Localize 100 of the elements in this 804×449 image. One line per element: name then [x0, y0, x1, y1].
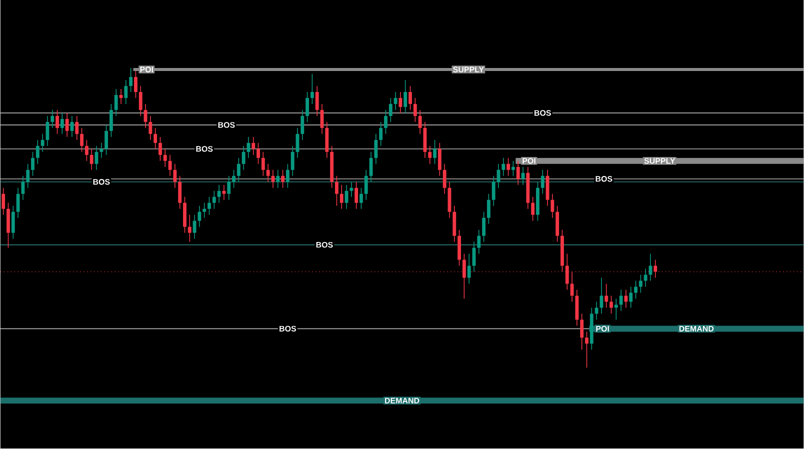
candlestick [158, 136, 162, 162]
candlestick [452, 206, 456, 242]
candlestick [26, 164, 30, 188]
candlestick [486, 194, 490, 224]
candlestick [638, 274, 642, 294]
candlestick [629, 286, 633, 308]
candlestick [354, 182, 358, 210]
candlestick [286, 164, 290, 188]
candlestick [413, 98, 417, 123]
candlestick [458, 230, 461, 266]
candlestick [610, 296, 613, 314]
candlestick [84, 140, 88, 162]
candlestick [398, 92, 402, 114]
candlestick [256, 142, 260, 165]
candlestick [11, 206, 15, 240]
candlestick [511, 160, 515, 176]
candlestick [217, 184, 221, 204]
candlestick [252, 136, 256, 156]
candlestick [129, 68, 133, 93]
candlestick [236, 158, 240, 182]
candlestick [192, 214, 196, 240]
candlestick [388, 98, 392, 123]
candlestick [654, 260, 658, 278]
candlestick [163, 148, 167, 168]
candlestick [335, 176, 338, 206]
candlestick [550, 194, 554, 218]
candlestick [266, 164, 270, 182]
candlestick [2, 188, 6, 216]
candlestick [540, 170, 544, 194]
candlestick [6, 202, 10, 248]
candlestick [394, 92, 398, 111]
candlestick [433, 140, 436, 165]
candlestick [124, 80, 128, 105]
candlestick [565, 254, 569, 290]
candlestick [506, 158, 510, 176]
candlestick [208, 196, 211, 216]
candlestick [575, 290, 579, 326]
candlestick [594, 302, 598, 320]
candlestick [600, 278, 604, 314]
candlestick [408, 86, 412, 111]
candlestick [360, 188, 363, 210]
candlestick [232, 170, 236, 188]
candlestick [467, 254, 471, 284]
candlestick [183, 196, 186, 234]
candlestick [634, 280, 638, 300]
candlestick [138, 86, 142, 117]
candlestick [40, 134, 44, 153]
candlestick [188, 214, 192, 242]
candlestick [202, 202, 206, 218]
candlestick [350, 182, 354, 198]
candlestick [619, 290, 623, 312]
candlestick [340, 184, 344, 210]
candlestick [56, 110, 59, 135]
candlestick [438, 142, 442, 176]
candlestick [90, 148, 94, 171]
candlestick [276, 170, 280, 188]
candlestick [100, 142, 104, 159]
candlestick [492, 176, 496, 206]
candlestick [290, 146, 294, 176]
candlestick [624, 290, 628, 308]
candlestick [281, 170, 285, 188]
candlestick [198, 206, 202, 228]
candlestick [178, 176, 182, 210]
candlestick [80, 128, 84, 153]
candlestick [482, 212, 486, 242]
candlestick [50, 110, 54, 129]
candlestick [109, 104, 113, 138]
candlestick [261, 152, 265, 176]
candlestick [384, 110, 388, 135]
candlestick [154, 128, 158, 150]
candlestick [374, 134, 378, 165]
candlestick [134, 70, 138, 99]
candlestick [148, 116, 152, 141]
candlestick [462, 254, 466, 300]
candlestick [585, 332, 588, 368]
candlestick [300, 110, 304, 141]
candlestick [227, 176, 231, 200]
candlestick [477, 230, 481, 254]
candlestick [104, 124, 108, 156]
candlestick [310, 74, 314, 105]
candlestick [114, 88, 118, 117]
candlestick [222, 184, 226, 200]
candlestick [580, 314, 584, 350]
candlestick [21, 176, 25, 200]
candlestick [516, 160, 520, 186]
candlestick [418, 110, 422, 135]
candlestick [173, 164, 177, 188]
candlestick [604, 284, 608, 308]
candlestick [65, 112, 69, 138]
candlestick [556, 206, 560, 242]
candlestick [242, 146, 246, 171]
candlestick [60, 112, 64, 135]
candlestick [315, 86, 319, 117]
candlestick [404, 80, 408, 114]
candlestick [75, 116, 79, 141]
candlestick [16, 188, 20, 218]
candlestick [428, 146, 432, 165]
candlestick [423, 122, 427, 159]
candlestick [212, 190, 216, 210]
candlestick [31, 152, 34, 176]
